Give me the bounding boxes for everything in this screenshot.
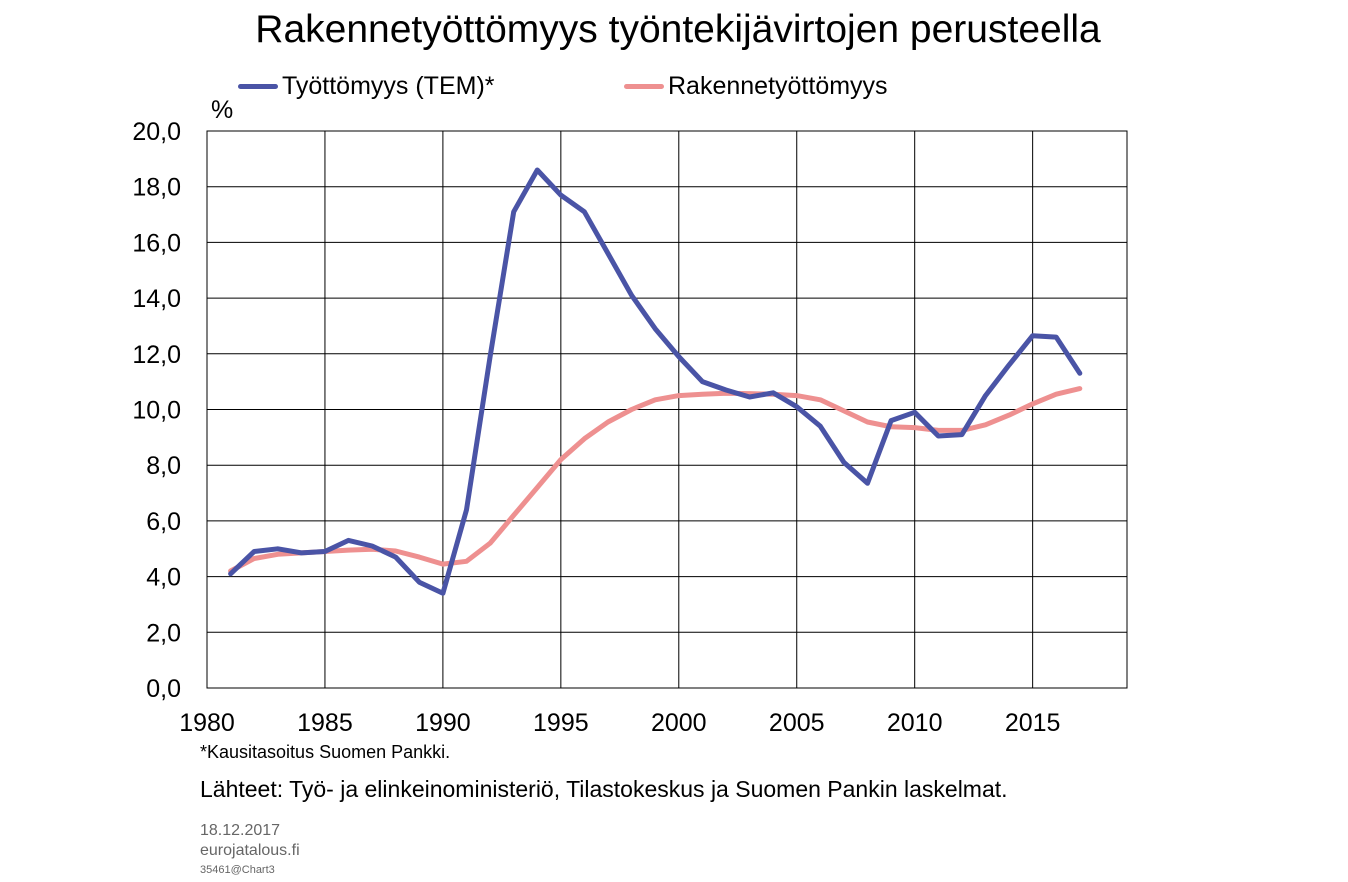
y-tick-label: 4,0 <box>146 564 181 592</box>
legend-label-tyottomyys: Työttömyys (TEM)* <box>282 71 495 100</box>
x-tick-label: 2005 <box>769 709 825 737</box>
publish-date: 18.12.2017 <box>200 822 281 839</box>
series-line-rakennetyottomyys <box>228 386 1083 574</box>
site-name: eurojatalous.fi <box>200 842 300 859</box>
y-tick-label: 14,0 <box>132 285 181 313</box>
y-tick-label: 12,0 <box>132 341 181 369</box>
legend-item-rakennetyottomyys: Rakennetyöttömyys <box>624 70 888 102</box>
legend-swatch-rakennetyottomyys <box>624 83 664 89</box>
y-tick-label: 2,0 <box>146 619 181 647</box>
y-axis-unit-label: % <box>211 96 234 124</box>
legend-swatch-tyottomyys <box>238 83 278 89</box>
x-tick-label: 1990 <box>415 709 471 737</box>
y-tick-label: 10,0 <box>132 397 181 425</box>
x-tick-label: 2010 <box>887 709 943 737</box>
footnote: *Kausitasoitus Suomen Pankki. <box>200 742 451 762</box>
y-tick-label: 6,0 <box>146 508 181 536</box>
y-tick-label: 16,0 <box>132 229 181 257</box>
sources-text: Lähteet: Työ- ja elinkeinoministeriö, Ti… <box>200 776 1008 802</box>
x-tick-label: 2000 <box>651 709 707 737</box>
legend-item-tyottomyys: Työttömyys (TEM)* <box>238 70 495 102</box>
x-tick-label: 1985 <box>297 709 353 737</box>
y-tick-label: 20,0 <box>132 118 181 146</box>
y-tick-label: 18,0 <box>132 174 181 202</box>
x-tick-label: 2015 <box>1005 709 1061 737</box>
chart-code: 35461@Chart3 <box>200 864 275 876</box>
x-tick-label: 1995 <box>533 709 589 737</box>
y-tick-label: 0,0 <box>146 675 181 703</box>
series-line-tyottomyys <box>228 167 1083 596</box>
legend-label-rakennetyottomyys: Rakennetyöttömyys <box>668 71 888 100</box>
x-tick-label: 1980 <box>179 709 235 737</box>
line-chart: 0,0 2,0 4,0 6,0 8,0 10,0 12,0 14,0 16,0 18,0 20,0 1… <box>132 118 1128 737</box>
chart-title: Rakennetyöttömyys työntekijävirtojen per… <box>255 8 1101 51</box>
y-tick-label: 8,0 <box>146 452 181 480</box>
